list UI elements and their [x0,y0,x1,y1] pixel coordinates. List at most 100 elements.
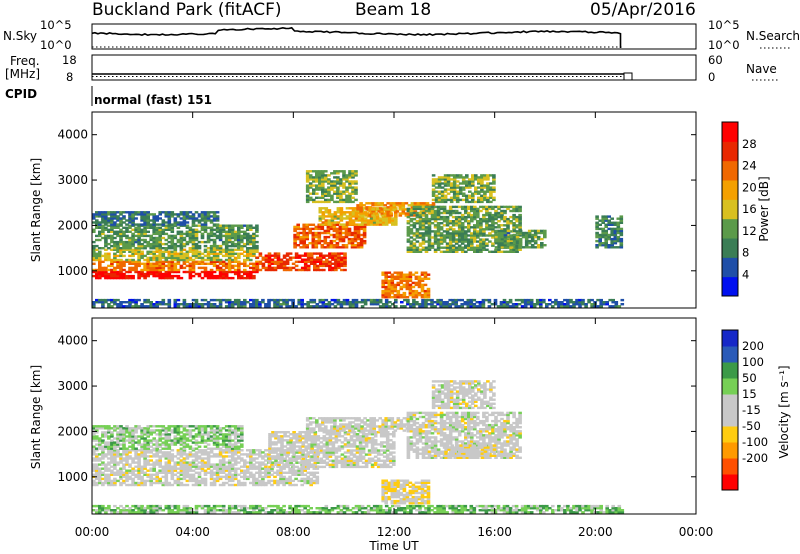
echo-cell [293,246,297,248]
echo-cell [385,223,389,225]
echo-cell [158,451,162,453]
echo-cell [318,236,322,238]
echo-cell [476,249,480,251]
echo-cell [158,457,162,459]
echo-cell [204,449,208,451]
echo-cell [607,215,611,217]
echo-cell [119,259,123,261]
echo-cell [476,245,480,247]
echo-cell [279,472,283,474]
echo-cell [566,301,570,303]
echo-cell [310,252,314,254]
echo-cell [128,435,132,437]
echo-cell [195,233,199,235]
echo-cell [370,299,374,301]
nsky-line [92,28,621,48]
echo-cell [394,223,398,225]
echo-cell [189,303,193,305]
echo-cell [491,220,495,222]
echo-cell [98,468,102,470]
echo-cell [394,301,398,303]
echo-cell [280,261,284,263]
echo-cell [113,472,117,474]
echo-cell [204,217,208,219]
echo-cell [249,461,253,463]
echo-cell [340,217,344,219]
echo-cell [465,174,469,176]
echo-cell [249,303,253,305]
beam-label: Beam 18 [355,0,431,20]
echo-cell [340,265,344,267]
echo-cell [98,233,102,235]
echo-cell [98,463,102,465]
echo-cell [322,269,326,271]
echo-cell [189,476,193,478]
echo-cell [168,305,172,307]
echo-cell [98,299,102,301]
echo-cell [339,236,343,238]
echo-cell [264,476,268,478]
echo-cell [524,305,528,307]
power-ylabel: Slant Range [km] [29,158,43,262]
echo-cell [180,277,184,279]
echo-cell [340,257,344,259]
echo-cell [432,174,436,176]
echo-cell [219,227,223,229]
echo-cell [470,220,474,222]
echo-cell [192,259,196,261]
echo-cell [273,476,277,478]
echo-cell [452,228,456,230]
echo-cell [400,294,404,296]
echo-cell [339,180,343,182]
echo-cell [446,220,450,222]
echo-cell [128,301,132,303]
echo-cell [491,214,495,216]
echo-cell [137,265,141,267]
echo-cell [204,269,208,271]
echo-cell [137,259,141,261]
station-title: Buckland Park (fitACF) [92,0,282,20]
nsearch-label: N.Search [746,29,800,43]
echo-cell [234,457,238,459]
echo-cell [445,301,449,303]
echo-cell [174,482,178,484]
echo-cell [611,301,615,303]
echo-cell [337,299,341,301]
echo-cell [113,247,117,249]
echo-cell [280,265,284,267]
echo-cell [158,269,162,271]
echo-cell [415,272,419,274]
echo-cell [416,240,420,242]
echo-cell [325,223,329,225]
echo-cell [288,476,292,478]
echo-cell [289,252,293,254]
echo-cell [143,275,147,277]
echo-cell [237,265,241,267]
echo-cell [216,215,220,217]
echo-cell [515,305,519,307]
echo-cell [445,305,449,307]
echo-cell [234,225,238,227]
echo-cell [125,223,129,225]
echo-cell [415,282,419,284]
range-time-figure: Buckland Park (fitACF) Beam 18 05/Apr/20… [0,0,800,554]
echo-cell [98,437,102,439]
echo-cell [98,482,102,484]
echo-cell [354,191,358,193]
echo-cell [328,305,332,307]
echo-cell [189,227,193,229]
echo-cell [400,301,404,303]
echo-cell [98,259,102,261]
echo-cell [316,476,320,478]
echo-cell [431,242,435,244]
echo-cell [234,484,238,486]
echo-cell [285,301,289,303]
echo-cell [128,237,132,239]
echo-cell [339,170,343,172]
echo-cell [98,227,102,229]
echo-cell [324,174,328,176]
echo-cell [113,457,117,459]
echo-cell [615,301,619,303]
echo-cell [348,228,352,230]
echo-cell [309,197,313,199]
